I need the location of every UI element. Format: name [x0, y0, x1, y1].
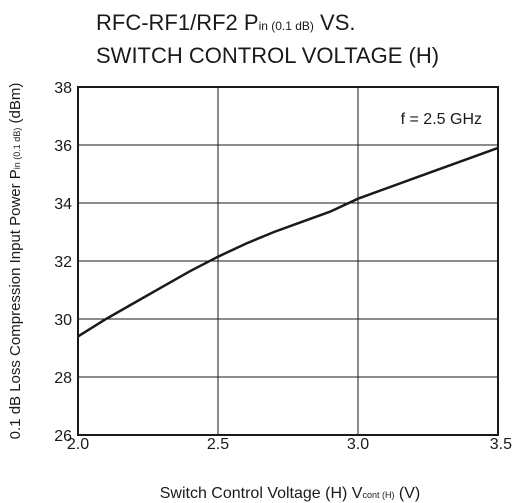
y-tick-label: 28 [54, 370, 72, 387]
x-axis-label-main: Switch Control Voltage (H) V [160, 485, 363, 502]
x-tick-label: 2.5 [207, 436, 229, 453]
x-tick-label: 3.5 [490, 436, 512, 453]
x-tick-label: 3.0 [347, 436, 369, 453]
chart-title-end: VS. [313, 10, 356, 35]
x-axis-label-subscript: cont (H) [362, 490, 394, 500]
grid [78, 87, 498, 435]
frequency-annotation: f = 2.5 GHz [401, 111, 482, 128]
y-axis-label-main: 0.1 dB Loss Compression Input Power P [7, 169, 24, 439]
y-tick-label: 34 [54, 196, 72, 213]
chart-title-main: RFC-RF1/RF2 P [96, 10, 259, 35]
plot-frame [77, 86, 499, 436]
y-tick-label: 38 [54, 80, 72, 97]
y-axis-label-subscript: in (0.1 dB) [12, 128, 22, 170]
y-tick-labels: 26 28 30 32 34 36 38 [54, 80, 72, 445]
x-axis-label: Switch Control Voltage (H) Vcont (H) (V) [160, 485, 421, 502]
y-tick-label: 36 [54, 138, 72, 155]
x-tick-label: 2.0 [67, 436, 89, 453]
y-tick-label: 32 [54, 254, 72, 271]
y-tick-label: 30 [54, 312, 72, 329]
series-line [77, 146, 499, 338]
y-axis-label: 0.1 dB Loss Compression Input Power Pin … [7, 83, 24, 440]
chart-title-line-1: RFC-RF1/RF2 Pin (0.1 dB) VS. [96, 8, 511, 41]
chart-title-line-2: SWITCH CONTROL VOLTAGE (H) [96, 43, 440, 68]
x-axis-label-end: (V) [394, 485, 420, 502]
x-tick-labels: 2.0 2.5 3.0 3.5 [67, 436, 512, 453]
y-axis-label-end: (dBm) [7, 83, 24, 128]
y-tick-label: 26 [54, 428, 72, 445]
chart-title-subscript: in (0.1 dB) [258, 19, 314, 33]
chart-title: RFC-RF1/RF2 Pin (0.1 dB) VS. SWITCH CONT… [96, 8, 511, 71]
